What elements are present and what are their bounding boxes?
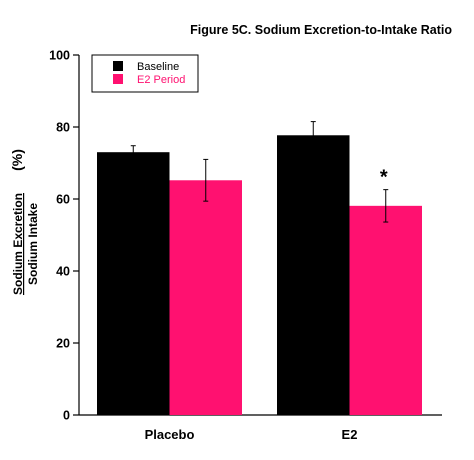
legend-swatch-e2-period	[113, 74, 123, 84]
y-tick-label: 0	[63, 409, 70, 423]
y-label-unit: (%)	[9, 149, 25, 171]
bars	[97, 135, 422, 415]
bar-e2-e2-period	[349, 205, 422, 415]
legend-box	[91, 54, 199, 93]
category-labels: Placebo E2	[145, 427, 358, 442]
y-tick-label: 20	[56, 337, 70, 351]
category-label-placebo: Placebo	[145, 427, 195, 442]
error-bars	[130, 121, 389, 223]
legend-label: Baseline	[137, 61, 179, 73]
y-axis-title: Sodium Excretion Sodium Intake (%)	[9, 149, 40, 295]
y-label-denominator: Sodium Intake	[26, 203, 40, 285]
plot-area: 0 20 40 60 80 100 Placebo E2 *	[49, 49, 442, 442]
bar-placebo-e2-period	[169, 180, 242, 415]
y-tick-label: 40	[56, 265, 70, 279]
bar-e2-baseline	[277, 135, 350, 415]
legend-swatch-baseline	[113, 61, 123, 71]
bar-placebo-baseline	[97, 152, 170, 415]
chart-title: Figure 5C. Sodium Excretion-to-Intake Ra…	[190, 23, 452, 37]
y-tick-label: 80	[56, 121, 70, 135]
legend-label: E2 Period	[137, 74, 185, 86]
category-label-e2: E2	[342, 427, 358, 442]
y-tick-label: 100	[49, 49, 70, 63]
y-ticks: 0 20 40 60 80 100	[49, 49, 79, 423]
y-tick-label: 60	[56, 193, 70, 207]
y-label-numerator: Sodium Excretion	[11, 193, 25, 295]
significance-star: *	[380, 167, 388, 189]
annotations: *	[380, 167, 388, 189]
